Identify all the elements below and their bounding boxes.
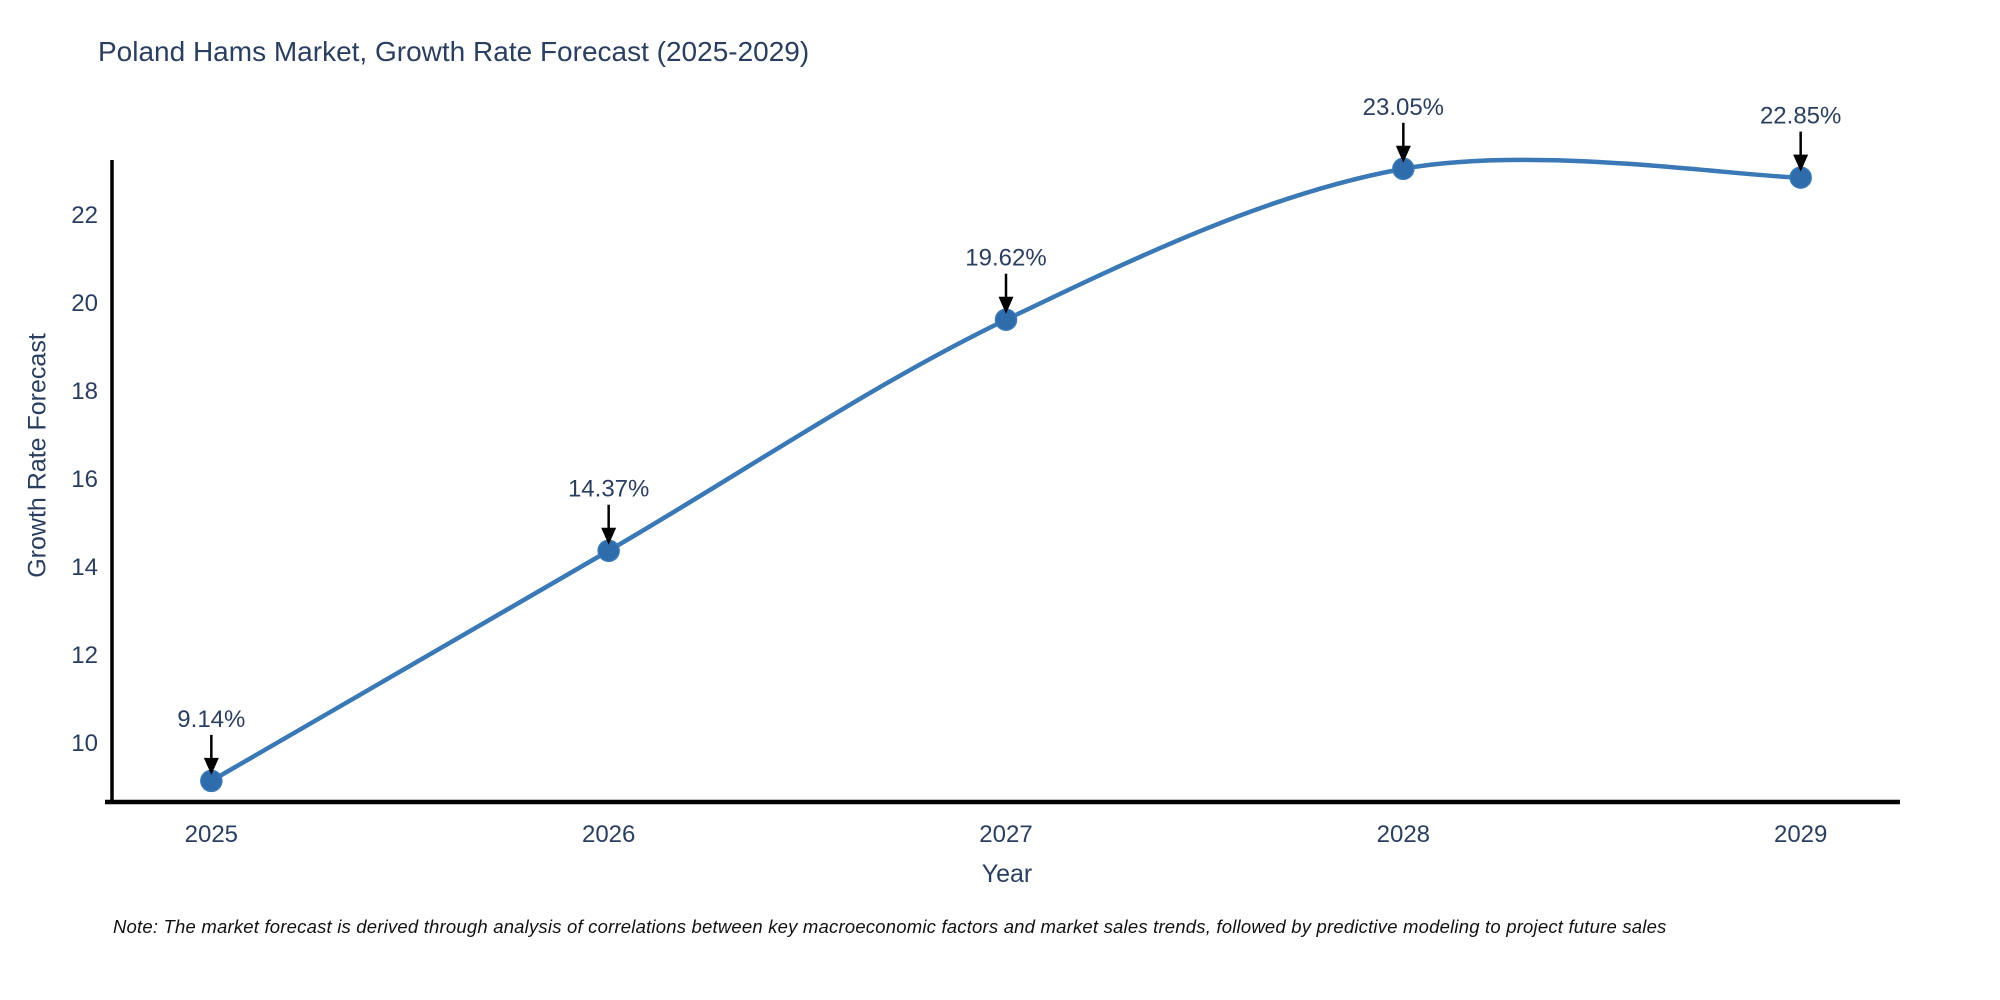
x-tick-label: 2027 — [979, 821, 1032, 848]
x-tick-label: 2026 — [582, 821, 635, 848]
x-tick-label: 2029 — [1774, 821, 1827, 848]
annotation-arrowhead-icon — [998, 296, 1014, 314]
x-tick-label: 2028 — [1377, 821, 1430, 848]
point-value-label: 19.62% — [965, 245, 1046, 272]
annotation-arrowhead-icon — [203, 757, 219, 775]
y-tick-label: 14 — [71, 554, 98, 581]
y-tick-label: 22 — [71, 202, 98, 229]
annotation-arrowhead-icon — [1395, 145, 1411, 163]
point-value-label: 9.14% — [177, 706, 245, 733]
footnote: Note: The market forecast is derived thr… — [113, 916, 1667, 937]
y-tick-label: 16 — [71, 466, 98, 493]
chart-title: Poland Hams Market, Growth Rate Forecast… — [98, 36, 810, 67]
y-axis-title: Growth Rate Forecast — [23, 333, 52, 578]
annotation-arrowhead-icon — [1793, 154, 1809, 172]
y-tick-label: 18 — [71, 378, 98, 405]
x-axis-title: Year — [981, 860, 1033, 888]
point-value-label: 22.85% — [1760, 103, 1841, 130]
y-tick-label: 10 — [71, 730, 98, 757]
x-tick-label: 2025 — [185, 821, 238, 848]
point-value-label: 23.05% — [1363, 94, 1444, 121]
y-tick-label: 20 — [71, 290, 98, 317]
point-value-label: 14.37% — [568, 476, 649, 503]
annotation-arrowhead-icon — [601, 527, 617, 545]
y-tick-label: 12 — [71, 642, 98, 669]
